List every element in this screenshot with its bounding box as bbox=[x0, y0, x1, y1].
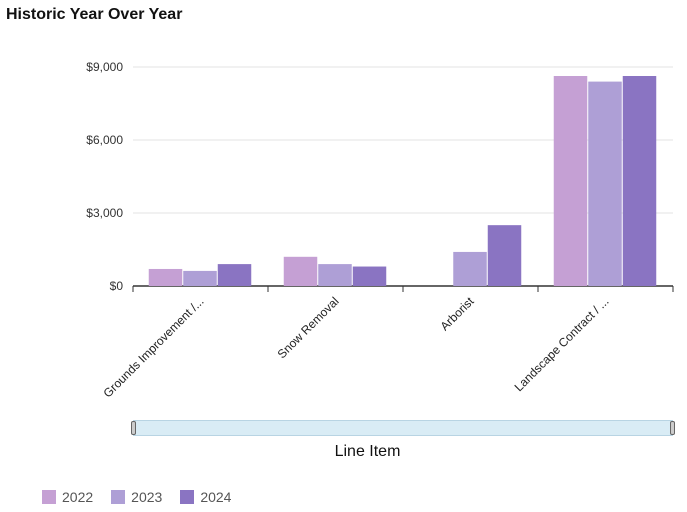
range-scrollbar[interactable] bbox=[133, 420, 673, 436]
legend-swatch bbox=[111, 490, 126, 504]
bar-chart: $0 $3,000 $6,000 $9,000 Grounds Improvement … bbox=[86, 60, 674, 400]
range-handle-left[interactable] bbox=[131, 421, 136, 435]
bar-2024 bbox=[487, 225, 522, 286]
bar-2024 bbox=[352, 266, 387, 286]
x-tick-label: Snow Removal bbox=[275, 294, 342, 361]
bar-2023 bbox=[183, 270, 217, 286]
x-tick-label: Arborist bbox=[437, 294, 477, 334]
legend-label: 2022 bbox=[62, 489, 94, 505]
bar-2022 bbox=[148, 268, 183, 286]
legend-label: 2024 bbox=[200, 489, 232, 505]
legend-item-2023[interactable]: 2023 bbox=[111, 489, 162, 505]
y-tick-label: $9,000 bbox=[86, 60, 123, 74]
chart-title: Historic Year Over Year bbox=[6, 6, 183, 23]
legend-swatch bbox=[180, 490, 195, 504]
bar-2023 bbox=[318, 264, 352, 286]
bar-2022 bbox=[283, 256, 318, 286]
legend-item-2024[interactable]: 2024 bbox=[180, 489, 231, 505]
range-handle-right[interactable] bbox=[670, 421, 675, 435]
bar-2024 bbox=[622, 76, 657, 287]
legend: 2022 2023 2024 bbox=[42, 489, 231, 505]
x-axis-title: Line Item bbox=[334, 443, 401, 460]
y-tick-label: $0 bbox=[110, 279, 124, 293]
y-tick-label: $3,000 bbox=[86, 206, 123, 220]
bar-2022 bbox=[553, 76, 588, 287]
y-tick-label: $6,000 bbox=[86, 133, 123, 147]
bar-2023 bbox=[588, 81, 622, 286]
bar-2023 bbox=[453, 251, 487, 286]
x-tick-label: Landscape Contract / ... bbox=[512, 294, 612, 394]
x-tick-label: Grounds Improvement /... bbox=[101, 294, 207, 400]
bar-2024 bbox=[217, 264, 252, 286]
legend-label: 2023 bbox=[131, 489, 163, 505]
legend-swatch bbox=[42, 490, 56, 504]
legend-item-2022[interactable]: 2022 bbox=[42, 489, 93, 505]
